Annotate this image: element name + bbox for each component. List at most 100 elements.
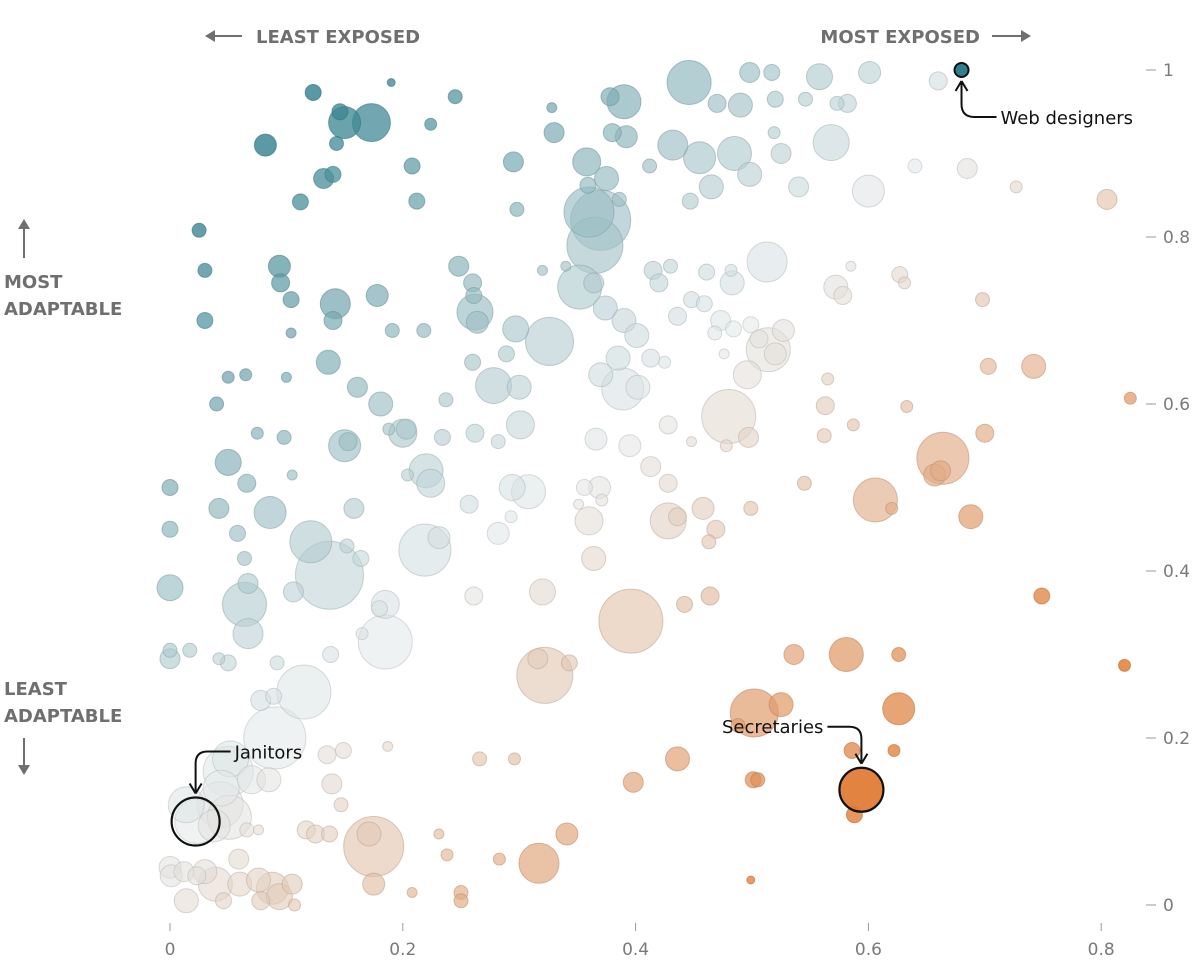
data-point bbox=[504, 510, 518, 524]
data-point bbox=[768, 692, 794, 718]
data-point bbox=[498, 474, 526, 501]
data-point bbox=[237, 573, 259, 594]
data-point bbox=[525, 316, 574, 366]
web-designers-arrowhead bbox=[954, 80, 969, 92]
data-point bbox=[232, 618, 264, 650]
data-point bbox=[739, 62, 761, 83]
data-point bbox=[560, 260, 572, 272]
web-designers-label: Web designers bbox=[1001, 108, 1134, 129]
data-point bbox=[642, 158, 658, 174]
data-point bbox=[382, 422, 396, 436]
data-point bbox=[676, 595, 693, 613]
data-point bbox=[622, 771, 644, 793]
data-point bbox=[858, 61, 882, 84]
data-point bbox=[770, 143, 792, 164]
data-point bbox=[806, 63, 833, 91]
data-point bbox=[1033, 587, 1051, 605]
data-point bbox=[575, 479, 593, 496]
data-point bbox=[357, 614, 413, 670]
web-designers-leader bbox=[960, 82, 997, 118]
data-point bbox=[730, 718, 746, 733]
data-point bbox=[329, 136, 344, 151]
data-point bbox=[333, 797, 349, 813]
y-tick-label: 0 bbox=[1163, 896, 1174, 916]
data-point bbox=[574, 506, 604, 536]
data-point bbox=[573, 498, 585, 510]
y-tick-label: 0.6 bbox=[1163, 395, 1190, 415]
data-point bbox=[588, 362, 614, 388]
data-point bbox=[167, 786, 205, 824]
data-point bbox=[852, 477, 898, 523]
data-point bbox=[611, 191, 627, 207]
data-point bbox=[766, 90, 784, 108]
data-point bbox=[182, 642, 198, 658]
data-point bbox=[658, 473, 678, 493]
data-point bbox=[502, 151, 524, 173]
data-point bbox=[371, 600, 388, 618]
data-point bbox=[212, 652, 226, 666]
least-adaptable-label-line2: ADAPTABLE bbox=[4, 706, 122, 727]
data-point bbox=[321, 773, 343, 795]
data-point bbox=[812, 124, 850, 162]
data-point bbox=[239, 368, 253, 382]
data-point bbox=[386, 78, 396, 87]
data-point bbox=[891, 647, 907, 662]
x-tick-label: 0 bbox=[165, 940, 176, 960]
secretaries-arrowhead bbox=[854, 753, 869, 765]
data-point bbox=[851, 174, 885, 208]
data-point bbox=[486, 521, 510, 545]
most-exposed-label: MOST EXPOSED bbox=[820, 27, 980, 48]
data-point bbox=[464, 353, 482, 371]
x-tick-label: 0.4 bbox=[622, 940, 649, 960]
data-point bbox=[239, 822, 255, 838]
data-point bbox=[250, 426, 264, 440]
data-point bbox=[845, 260, 857, 272]
data-point bbox=[427, 526, 451, 550]
data-point bbox=[698, 263, 716, 281]
data-point bbox=[882, 692, 916, 726]
data-point bbox=[237, 551, 252, 566]
data-point bbox=[658, 415, 678, 435]
data-point bbox=[649, 273, 669, 293]
data-point bbox=[625, 374, 651, 400]
data-point bbox=[737, 161, 763, 187]
data-point bbox=[492, 852, 506, 866]
data-point bbox=[618, 434, 642, 458]
data-point bbox=[750, 772, 766, 788]
data-point bbox=[681, 192, 699, 210]
data-point bbox=[346, 376, 368, 398]
data-point bbox=[465, 310, 489, 334]
data-point bbox=[829, 95, 845, 111]
data-point bbox=[323, 311, 343, 330]
janitors-leader bbox=[194, 750, 231, 792]
web-designers-point bbox=[953, 62, 970, 78]
data-point bbox=[256, 767, 282, 793]
data-point bbox=[395, 418, 417, 440]
data-point bbox=[746, 875, 756, 885]
data-point bbox=[732, 360, 762, 390]
data-point bbox=[269, 655, 285, 671]
data-point bbox=[742, 316, 760, 334]
data-point bbox=[289, 520, 333, 564]
data-point bbox=[749, 329, 769, 349]
data-point bbox=[191, 222, 207, 238]
data-point bbox=[355, 627, 369, 641]
data-point bbox=[572, 147, 602, 177]
most-adaptable-label-line2: ADAPTABLE bbox=[4, 299, 122, 320]
data-point bbox=[285, 327, 297, 339]
data-point bbox=[975, 423, 995, 443]
data-point bbox=[208, 497, 230, 519]
data-point bbox=[202, 769, 240, 807]
data-point bbox=[707, 93, 727, 113]
secretaries-point bbox=[838, 766, 885, 813]
data-point bbox=[930, 460, 952, 482]
data-point bbox=[724, 263, 738, 277]
x-tick-label: 0.6 bbox=[855, 940, 882, 960]
data-point bbox=[382, 740, 394, 752]
data-point bbox=[253, 133, 277, 157]
data-point bbox=[368, 391, 394, 417]
data-point bbox=[683, 141, 717, 175]
data-point bbox=[433, 828, 445, 840]
data-point bbox=[497, 345, 515, 363]
x-tick-label: 0.8 bbox=[1088, 940, 1115, 960]
